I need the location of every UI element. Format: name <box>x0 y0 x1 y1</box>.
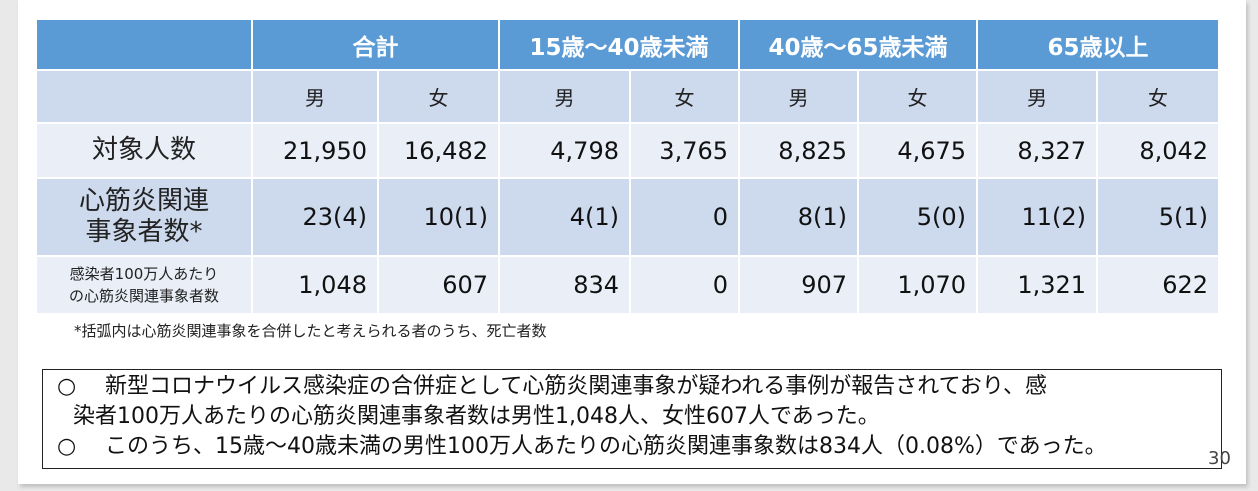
table-cell: 4,798 <box>500 124 631 179</box>
table-cell: 8,042 <box>1098 124 1221 179</box>
sex-header: 女 <box>379 71 500 124</box>
table-cell: 8,825 <box>740 124 860 179</box>
sex-header-row: 男 女 男 女 男 女 男 女 <box>37 71 1221 124</box>
footnote: *括弧内は心筋炎関連事象を合併したと考えられる者のうち、死亡者数 <box>74 322 547 340</box>
sex-header: 女 <box>1098 71 1221 124</box>
summary-box: ○ 新型コロナウイルス感染症の合併症として心筋炎関連事象が疑われる事例が報告されて… <box>42 369 1222 469</box>
summary-item-2: ○ このうち、15歳〜40歳未満の男性100万人あたりの心筋炎関連事象数は834人… <box>57 432 1211 462</box>
table-cell: 10(1) <box>379 179 500 257</box>
myocarditis-table: 合計 15歳〜40歳未満 40歳〜65歳未満 65歳以上 男 女 男 女 男 女… <box>37 20 1221 315</box>
table-cell: 0 <box>631 179 741 257</box>
sex-header: 女 <box>631 71 741 124</box>
slide: 合計 15歳〜40歳未満 40歳〜65歳未満 65歳以上 男 女 男 女 男 女… <box>18 0 1246 484</box>
table-cell: 5(1) <box>1098 179 1221 257</box>
bullet-circle: ○ <box>57 374 77 399</box>
table-cell: 4,675 <box>859 124 979 179</box>
group-header-total: 合計 <box>253 20 500 71</box>
summary-item-1-cont: 染者100万人あたりの心筋炎関連事象者数は男性1,048人、女性607人であった… <box>73 404 880 429</box>
row-label-line: の心筋炎関連事象者数 <box>68 287 219 305</box>
table-cell: 834 <box>500 257 631 315</box>
table-cell: 23(4) <box>253 179 379 257</box>
table-cell: 607 <box>379 257 500 315</box>
table-cell: 11(2) <box>978 179 1099 257</box>
table-row-events: 心筋炎関連 事象者数* 23(4) 10(1) 4(1) 0 8(1) 5(0)… <box>37 179 1221 257</box>
summary-item-1: ○ 新型コロナウイルス感染症の合併症として心筋炎関連事象が疑われる事例が報告されて… <box>57 372 1211 402</box>
table-cell: 8(1) <box>740 179 860 257</box>
table-cell: 16,482 <box>379 124 500 179</box>
row-label: 心筋炎関連 事象者数* <box>37 179 253 257</box>
group-header-15-40: 15歳〜40歳未満 <box>500 20 741 71</box>
page-number: 30 <box>1208 448 1231 469</box>
table-cell: 1,070 <box>859 257 979 315</box>
row-label-line: 心筋炎関連 <box>78 186 209 216</box>
table-cell: 21,950 <box>253 124 379 179</box>
row-label-line: 事象者数* <box>85 217 203 247</box>
sex-header: 男 <box>500 71 631 124</box>
sex-header: 女 <box>859 71 979 124</box>
sex-header: 男 <box>978 71 1099 124</box>
table-cell: 3,765 <box>631 124 741 179</box>
bullet-circle: ○ <box>57 434 77 459</box>
table-cell: 5(0) <box>859 179 979 257</box>
corner-cell-2 <box>37 71 253 124</box>
table-cell: 1,048 <box>253 257 379 315</box>
summary-text: このうち、15歳〜40歳未満の男性100万人あたりの心筋炎関連事象数は834人（… <box>105 434 1107 459</box>
row-label-line: 感染者100万人あたり <box>69 265 219 283</box>
row-label: 対象人数 <box>37 124 253 179</box>
sex-header: 男 <box>740 71 860 124</box>
table-cell: 8,327 <box>978 124 1099 179</box>
summary-text: 新型コロナウイルス感染症の合併症として心筋炎関連事象が疑われる事例が報告されてお… <box>105 374 1048 399</box>
sex-header: 男 <box>253 71 379 124</box>
table-cell: 0 <box>631 257 741 315</box>
corner-cell <box>37 20 253 71</box>
group-header-40-65: 40歳〜65歳未満 <box>740 20 979 71</box>
group-header-65-plus: 65歳以上 <box>978 20 1221 71</box>
table-row-subjects: 対象人数 21,950 16,482 4,798 3,765 8,825 4,6… <box>37 124 1221 179</box>
table-cell: 907 <box>740 257 860 315</box>
table-cell: 4(1) <box>500 179 631 257</box>
table-cell: 1,321 <box>978 257 1099 315</box>
table-cell: 622 <box>1098 257 1221 315</box>
row-label: 感染者100万人あたり の心筋炎関連事象者数 <box>37 257 253 315</box>
group-header-row: 合計 15歳〜40歳未満 40歳〜65歳未満 65歳以上 <box>37 20 1221 71</box>
table-row-per-million: 感染者100万人あたり の心筋炎関連事象者数 1,048 607 834 0 9… <box>37 257 1221 315</box>
